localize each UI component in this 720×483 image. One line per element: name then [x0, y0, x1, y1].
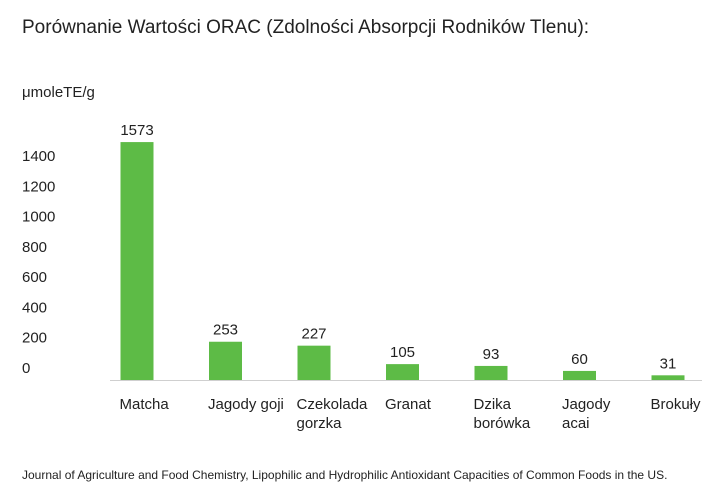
- bar: [474, 365, 508, 380]
- y-tick-label: 200: [22, 330, 47, 347]
- value-label: 227: [301, 326, 326, 343]
- y-tick-label: 0: [22, 360, 30, 377]
- y-tick-label: 600: [22, 269, 47, 286]
- y-tick-label: 1000: [22, 209, 55, 226]
- bar: [297, 345, 331, 380]
- x-tick-label: Jagody goji: [208, 396, 284, 413]
- x-tick-label: Dzika borówka: [473, 396, 531, 432]
- y-tick-label: 1400: [22, 148, 55, 165]
- x-tick-label: Granat: [385, 396, 431, 413]
- value-label: 31: [660, 355, 677, 372]
- chart-title: Porównanie Wartości ORAC (Zdolności Abso…: [22, 17, 589, 38]
- y-tick-label: 400: [22, 299, 47, 316]
- bar: [651, 375, 685, 380]
- bar: [209, 341, 242, 380]
- x-tick-label: Brokuły: [650, 396, 701, 413]
- value-label: 1573: [120, 122, 153, 139]
- y-tick-label: 800: [22, 239, 47, 256]
- x-tick-label: Czekolada gorzka: [296, 396, 368, 432]
- y-tick-label: 1200: [22, 178, 55, 195]
- bar: [386, 364, 419, 380]
- y-axis-label: μmoleTE/g: [22, 84, 95, 101]
- value-label: 253: [213, 322, 238, 339]
- value-label: 60: [571, 351, 588, 368]
- x-tick-label: Jagody acai: [562, 396, 611, 432]
- value-label: 93: [483, 346, 500, 363]
- x-tick-label: Matcha: [119, 396, 169, 413]
- bar: [120, 142, 154, 380]
- bar: [563, 370, 596, 380]
- source-note: Journal of Agriculture and Food Chemistr…: [22, 468, 667, 482]
- value-label: 105: [390, 344, 415, 361]
